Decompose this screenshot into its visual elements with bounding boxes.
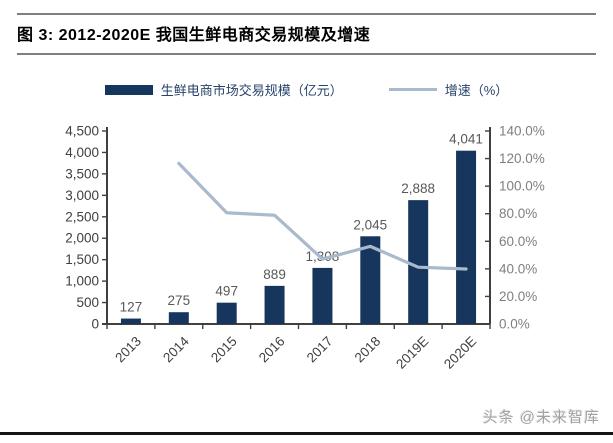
line-series-label: 增速（%） — [444, 83, 509, 98]
right-axis-tick-label: 0.0% — [499, 317, 530, 332]
right-axis-tick-label: 60.0% — [499, 234, 537, 249]
bar-value-label: 4,041 — [449, 132, 483, 147]
line-series-swatch-icon — [388, 88, 437, 91]
left-axis-tick-label: 500 — [76, 295, 99, 310]
bar-2015 — [216, 302, 237, 324]
left-axis-tick-label: 2,500 — [65, 209, 99, 224]
growth-line — [177, 161, 468, 271]
left-axis-tick-label: 4,500 — [65, 124, 99, 139]
bar-2014 — [168, 312, 189, 324]
watermark: 头条 @未来智库 — [482, 409, 600, 426]
right-axis-tick-label: 140.0% — [499, 124, 545, 139]
figure-title: 图 3: 2012-2020E 我国生鲜电商交易规模及增速 — [17, 27, 371, 44]
bar-value-label: 275 — [168, 293, 191, 308]
right-axis-tick-label: 20.0% — [499, 289, 537, 304]
x-axis-tick-label: 2017 — [304, 334, 336, 366]
bottom-rule — [0, 432, 613, 435]
bars-group — [120, 150, 477, 324]
legend-item-bar-series: 生鲜电商市场交易规模（亿元） — [104, 80, 343, 99]
x-axis-tick-label: 2018 — [352, 334, 384, 366]
bar-2019E — [408, 200, 429, 324]
bar-2020E — [456, 150, 477, 324]
right-axis-tick-label: 100.0% — [499, 179, 545, 194]
combo-chart: 0 500 1,000 1,500 2,000 2,500 3,000 3,500 4,000 4… — [65, 124, 545, 372]
left-axis-tick-label: 1,500 — [65, 252, 99, 267]
legend-item-line-series: 增速（%） — [388, 80, 509, 99]
left-axis-tick-label: 1,000 — [65, 274, 99, 289]
x-axis-tick-label: 2020E — [441, 334, 479, 372]
right-axis-tick-label: 80.0% — [499, 206, 537, 221]
bar-series-label: 生鲜电商市场交易规模（亿元） — [160, 83, 343, 98]
bar-value-label: 2,888 — [401, 181, 435, 196]
bar-2018 — [360, 236, 381, 324]
bar-2013 — [120, 318, 141, 324]
left-axis-tick-label: 4,000 — [65, 145, 99, 160]
title-rule-top — [17, 13, 596, 15]
chart-legend: 生鲜电商市场交易规模（亿元） 增速（%） — [0, 80, 613, 99]
right-axis-tick-label: 120.0% — [499, 151, 545, 166]
x-axis-tick-label: 2013 — [112, 334, 144, 366]
bar-2016 — [264, 285, 285, 324]
bar-2017 — [312, 267, 333, 324]
x-axis-tick-label: 2014 — [160, 333, 192, 365]
right-axis-tick-label: 40.0% — [499, 261, 537, 276]
bar-value-label: 889 — [263, 267, 286, 282]
bar-value-label: 2,045 — [353, 217, 387, 232]
left-axis-tick-label: 3,000 — [65, 188, 99, 203]
x-axis-tick-label: 2016 — [256, 334, 288, 366]
left-axis-tick-label: 2,000 — [65, 231, 99, 246]
bar-value-label: 497 — [215, 284, 238, 299]
x-axis-tick-label: 2019E — [393, 334, 431, 372]
left-axis-tick-label: 0 — [91, 317, 99, 332]
bar-series-swatch-icon — [104, 84, 153, 95]
title-rule-bottom — [17, 53, 596, 55]
bar-value-label: 127 — [120, 300, 143, 315]
left-axis-tick-label: 3,500 — [65, 166, 99, 181]
x-axis-tick-label: 2015 — [208, 334, 240, 366]
